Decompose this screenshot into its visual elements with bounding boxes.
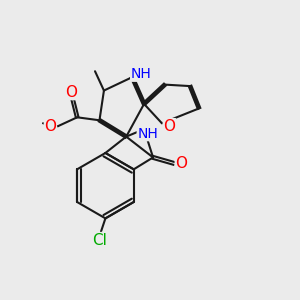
Text: O: O (175, 156, 187, 171)
Text: NH: NH (131, 67, 152, 81)
Text: O: O (163, 119, 175, 134)
Text: O: O (44, 119, 56, 134)
Text: O: O (65, 85, 77, 100)
Text: NH: NH (137, 127, 158, 141)
Text: Cl: Cl (92, 232, 107, 247)
